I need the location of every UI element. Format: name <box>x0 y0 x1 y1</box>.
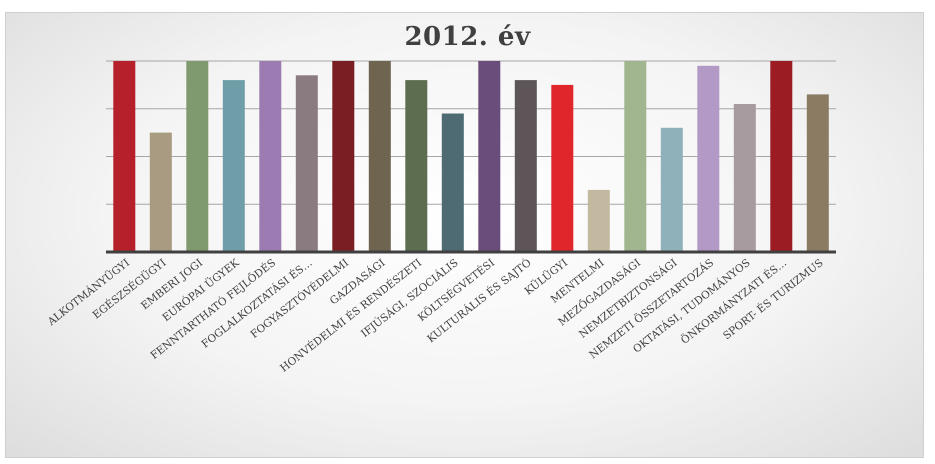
bar <box>697 65 720 252</box>
category-label: EMBERI JOGI <box>139 257 205 312</box>
bar <box>186 61 209 252</box>
bar <box>259 61 282 252</box>
bar <box>332 61 355 252</box>
bars <box>113 61 829 253</box>
bar <box>441 113 464 252</box>
bar <box>368 61 391 252</box>
bar <box>551 84 574 253</box>
bar <box>149 132 172 252</box>
bar <box>113 61 136 252</box>
bar <box>733 104 756 252</box>
grid-lines <box>106 60 836 205</box>
bar <box>587 189 610 252</box>
bar <box>806 94 829 253</box>
bar <box>624 61 647 252</box>
bar <box>405 80 428 252</box>
bar <box>514 80 537 252</box>
bar <box>478 61 501 252</box>
chart-title: 2012. év <box>404 22 531 52</box>
bar <box>770 61 793 252</box>
bar <box>295 75 318 252</box>
bar <box>222 80 245 252</box>
bar <box>660 127 683 252</box>
